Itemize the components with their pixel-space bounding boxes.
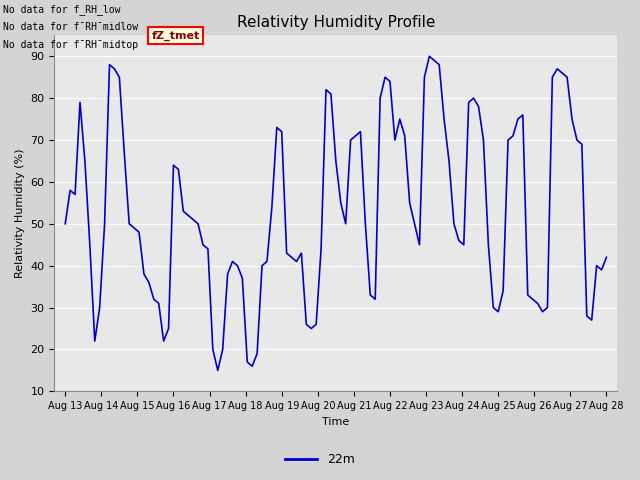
Text: No data for f¯RH¯midtop: No data for f¯RH¯midtop <box>3 40 138 50</box>
Title: Relativity Humidity Profile: Relativity Humidity Profile <box>237 15 435 30</box>
Legend: 22m: 22m <box>280 448 360 471</box>
Text: No data for f_RH_low: No data for f_RH_low <box>3 4 121 15</box>
Text: fZ_tmet: fZ_tmet <box>152 31 200 41</box>
X-axis label: Time: Time <box>322 417 349 427</box>
Y-axis label: Relativity Humidity (%): Relativity Humidity (%) <box>15 149 25 278</box>
Text: No data for f¯RH¯midlow: No data for f¯RH¯midlow <box>3 22 138 32</box>
